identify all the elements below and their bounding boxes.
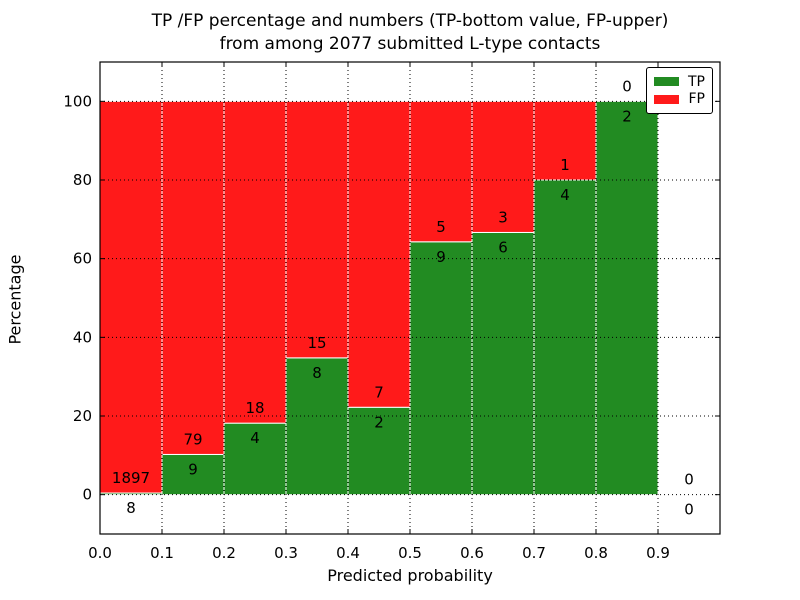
annotations-layer: 1897 8 79 9 18 4 15 8 7 2 5 9 3 6 1 4 0 2 0 0 — [112, 77, 694, 518]
y-tick-label: 60 — [73, 250, 92, 268]
fp-bar-segment — [223, 100, 287, 424]
fp-count-label: 7 — [374, 383, 384, 401]
y-tick-label: 20 — [73, 407, 92, 425]
x-tick-label: 0.6 — [460, 544, 484, 562]
x-tick-label: 0.3 — [274, 544, 298, 562]
tp-count-label: 8 — [126, 499, 136, 517]
fp-color-swatch-icon — [654, 94, 679, 104]
fp-bar-segment — [161, 100, 225, 455]
fp-bar-segment — [409, 100, 473, 243]
y-tick-label: 0 — [82, 486, 92, 504]
fp-count-label: 15 — [307, 334, 326, 352]
tp-count-label: 4 — [250, 429, 260, 447]
tp-count-label: 4 — [560, 186, 570, 204]
fp-count-label: 79 — [183, 430, 202, 448]
chart-title-line-1: TP /FP percentage and numbers (TP-bottom… — [151, 11, 669, 31]
tp-count-label: 2 — [374, 413, 384, 431]
chart-title: TP /FP percentage and numbers (TP-bottom… — [100, 10, 720, 56]
tp-count-label: 9 — [188, 460, 198, 478]
chart-title-line-2: from among 2077 submitted L-type contact… — [219, 34, 601, 54]
fp-count-label: 0 — [622, 77, 632, 95]
tp-count-label: 0 — [684, 501, 694, 519]
tp-count-label: 6 — [498, 238, 508, 256]
axes-layer: 0.0 0.1 0.2 0.3 0.4 0.5 0.6 0.7 0.8 0.90204060801… — [63, 61, 721, 562]
tp-count-label: 9 — [436, 248, 446, 266]
fp-bar-segment — [285, 100, 349, 359]
x-tick-label: 0.4 — [336, 544, 360, 562]
bars-layer — [99, 100, 659, 496]
y-tick-label: 80 — [73, 171, 92, 189]
fp-bar-segment — [533, 100, 597, 181]
tp-bar-segment — [471, 231, 535, 496]
x-axis-label: Predicted probability — [327, 566, 493, 585]
x-tick-label: 0.0 — [88, 544, 112, 562]
x-tick-label: 0.2 — [212, 544, 236, 562]
fp-count-label: 3 — [498, 208, 508, 226]
legend-label-tp: TP — [688, 73, 705, 90]
x-tick-label: 0.1 — [150, 544, 174, 562]
fp-count-label: 1 — [560, 156, 570, 174]
tp-bar-segment — [595, 100, 659, 496]
legend-item-fp: FP — [654, 92, 705, 106]
tp-color-swatch-icon — [654, 77, 679, 87]
fp-bar-segment — [347, 100, 411, 408]
y-tick-label: 100 — [63, 92, 92, 110]
x-tick-label: 0.5 — [398, 544, 422, 562]
legend-item-tp: TP — [654, 75, 705, 89]
fp-count-label: 1897 — [112, 469, 150, 487]
fp-count-label: 0 — [684, 471, 694, 489]
legend-label-fp: FP — [688, 91, 706, 108]
x-tick-label: 0.8 — [584, 544, 608, 562]
tp-count-label: 2 — [622, 107, 632, 125]
fp-bar-segment — [99, 100, 163, 494]
x-tick-label: 0.7 — [522, 544, 546, 562]
tp-count-label: 8 — [312, 364, 322, 382]
tp-bar-segment — [409, 241, 473, 496]
legend: TP FP — [646, 67, 713, 114]
y-tick-label: 40 — [73, 328, 92, 346]
fp-count-label: 5 — [436, 218, 446, 236]
fp-count-label: 18 — [245, 399, 264, 417]
x-tick-label: 0.9 — [646, 544, 670, 562]
